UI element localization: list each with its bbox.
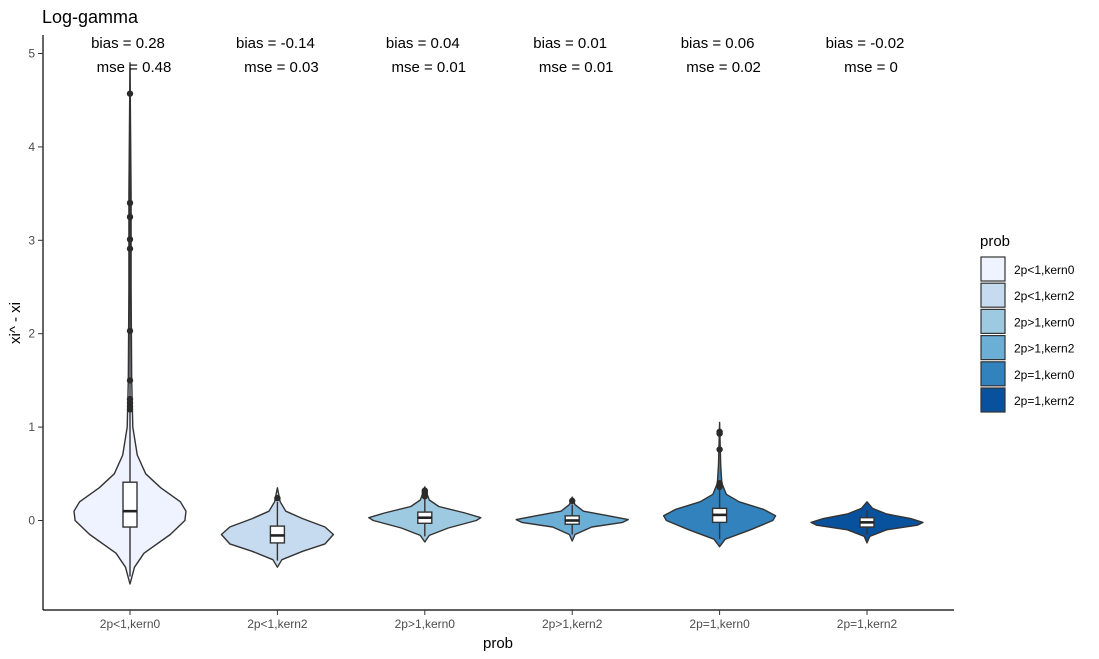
outlier-point xyxy=(569,497,576,505)
box-iqr xyxy=(122,481,138,528)
legend-key xyxy=(980,282,1006,308)
y-tick-label: 1 xyxy=(28,420,35,434)
outlier-point xyxy=(126,199,134,207)
x-tick-label: 2p>1,kern0 xyxy=(395,617,456,631)
x-tick-label: 2p<1,kern0 xyxy=(100,617,161,631)
y-axis-ticks: 0 1 2 3 4 5 xyxy=(28,47,43,528)
violin-group-2p>1,kern0: bias = 0.04 mse = 0.01 xyxy=(368,35,482,543)
legend-key xyxy=(980,387,1006,413)
y-tick-label: 2 xyxy=(28,327,35,341)
outlier-point xyxy=(126,213,134,221)
outlier-point xyxy=(274,494,281,502)
bias-label: bias = 0.28 xyxy=(91,35,165,52)
mse-label: mse = 0.01 xyxy=(391,59,466,76)
bias-label: bias = 0.04 xyxy=(386,35,460,52)
outlier-point xyxy=(126,406,134,413)
y-tick-label: 0 xyxy=(28,514,35,528)
outlier-point xyxy=(716,446,723,453)
bias-label: bias = 0.01 xyxy=(533,35,607,52)
legend-label: 2p>1,kern0 xyxy=(1014,315,1075,329)
mse-label: mse = 0 xyxy=(844,59,898,76)
y-tick-label: 3 xyxy=(28,233,35,247)
x-tick-label: 2p=1,kern2 xyxy=(837,617,898,631)
outlier-point xyxy=(126,245,134,252)
y-tick-label: 4 xyxy=(28,140,35,154)
outlier-point xyxy=(126,327,134,335)
violin-group-2p>1,kern2: bias = 0.01 mse = 0.01 xyxy=(515,35,629,542)
x-tick-label: 2p<1,kern2 xyxy=(247,617,308,631)
violin-group-2p=1,kern0: bias = 0.06 mse = 0.02 xyxy=(662,35,777,548)
legend-key xyxy=(980,361,1006,387)
outlier-point xyxy=(126,236,134,243)
violin-group-2p=1,kern2: bias = -0.02 mse = 0 xyxy=(810,35,924,544)
x-tick-label: 2p>1,kern2 xyxy=(542,617,603,631)
mse-label: mse = 0.48 xyxy=(97,59,172,76)
legend-key xyxy=(980,256,1006,282)
outlier-point xyxy=(126,90,134,97)
legend: prob 2p<1,kern0 2p<1,kern2 2p>1,kern0 2p>1,… xyxy=(980,233,1075,413)
legend-key xyxy=(980,335,1006,361)
outlier-point xyxy=(716,483,723,491)
bias-label: bias = 0.06 xyxy=(681,35,755,52)
y-tick-label: 5 xyxy=(28,47,35,61)
legend-label: 2p<1,kern0 xyxy=(1014,263,1075,277)
violin-group-2p<1,kern0: bias = 0.28 mse = 0.48 xyxy=(73,35,187,585)
plot-panel: bias = 0.28 mse = 0.48 bias = -0.14 mse = 0… xyxy=(73,35,924,585)
y-axis-title: xi^ - xi xyxy=(7,302,24,344)
bias-label: bias = -0.02 xyxy=(826,35,905,52)
bias-label: bias = -0.14 xyxy=(236,35,315,52)
legend-label: 2p=1,kern2 xyxy=(1014,394,1075,408)
mse-label: mse = 0.03 xyxy=(244,59,319,76)
outlier-point xyxy=(126,377,134,384)
legend-key xyxy=(980,308,1006,334)
mse-label: mse = 0.01 xyxy=(539,59,614,76)
chart-title: Log-gamma xyxy=(42,7,139,27)
legend-label: 2p=1,kern0 xyxy=(1014,368,1075,382)
x-axis-ticks: 2p<1,kern0 2p<1,kern2 2p>1,kern0 2p>1,kern2… xyxy=(100,610,898,631)
legend-label: 2p<1,kern2 xyxy=(1014,289,1075,303)
legend-label: 2p>1,kern2 xyxy=(1014,342,1075,356)
legend-title: prob xyxy=(980,233,1010,250)
mse-label: mse = 0.02 xyxy=(686,59,761,76)
x-axis-title: prob xyxy=(483,635,513,652)
x-tick-label: 2p=1,kern0 xyxy=(689,617,750,631)
outlier-point xyxy=(716,430,723,437)
violin-group-2p<1,kern2: bias = -0.14 mse = 0.03 xyxy=(220,35,335,568)
outlier-point xyxy=(421,487,428,494)
